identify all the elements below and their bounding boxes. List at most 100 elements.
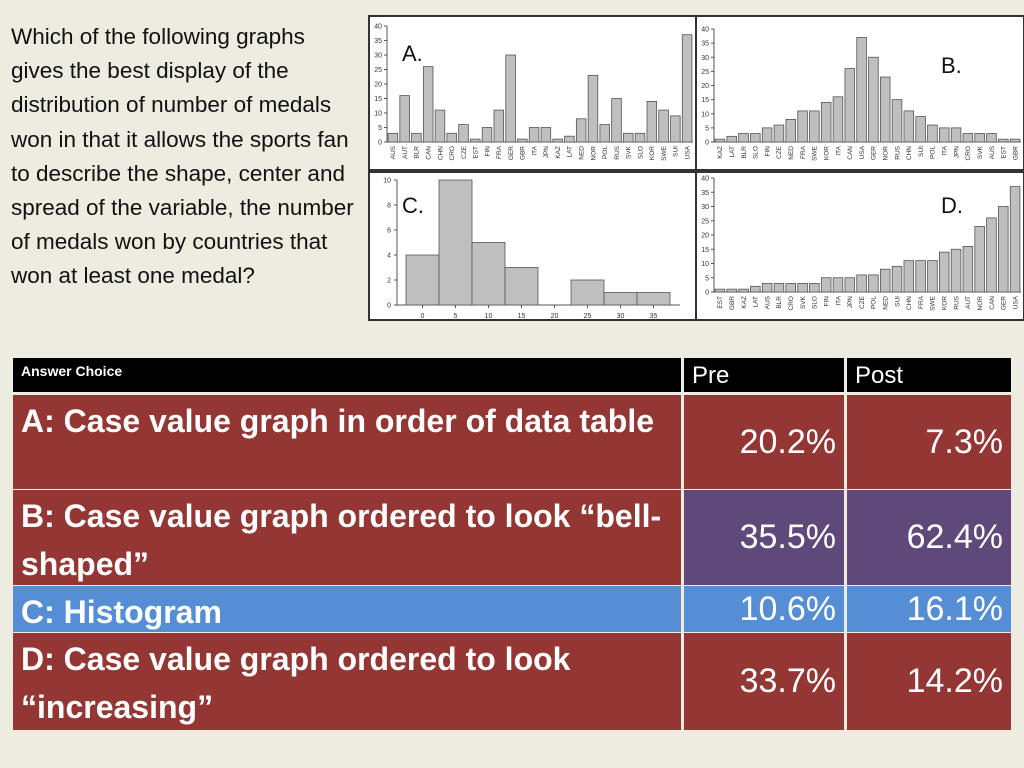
x-tick-label: RUS — [894, 145, 901, 159]
x-tick-label: 25 — [584, 313, 592, 319]
bar — [773, 283, 785, 293]
x-tick-label: FIN — [764, 146, 771, 157]
header-pre-label: Pre — [692, 362, 730, 389]
x-tick-label: CHN — [906, 146, 913, 160]
bar — [950, 127, 962, 143]
bar — [738, 133, 749, 143]
x-tick-label: LAT — [729, 146, 736, 157]
bar — [611, 98, 622, 143]
bar — [493, 109, 505, 143]
x-tick-label: ITA — [942, 145, 949, 155]
bar — [773, 124, 785, 143]
bar — [950, 248, 962, 293]
chart-a-svg: 0 5 10 15 20 25 30 35 40 AUS AUT BLR CAN CHN CRO CZE EST… — [374, 24, 693, 161]
bar — [820, 102, 832, 143]
x-tick-label: FRA — [800, 145, 807, 159]
x-tick-label: GER — [508, 146, 515, 160]
y-tick-label: 30 — [374, 53, 382, 60]
y-tick-label: 40 — [374, 24, 382, 31]
x-tick-label: EST — [473, 146, 480, 159]
x-tick-label: CHN — [906, 296, 913, 310]
x-tick-label: AUS — [989, 145, 996, 159]
bar — [868, 56, 879, 143]
x-tick-label: 30 — [617, 313, 625, 319]
y-tick-label: 10 — [374, 111, 382, 118]
y-tick-label: 10 — [701, 261, 709, 268]
bar — [962, 133, 974, 143]
bar — [750, 285, 761, 293]
x-tick-label: KAZ — [717, 146, 724, 159]
y-tick-label: 20 — [701, 233, 709, 240]
row-a-pre: 20.2% — [684, 395, 844, 489]
bar — [939, 251, 950, 293]
y-tick-label: 0 — [378, 140, 382, 147]
bar — [891, 265, 903, 293]
x-tick-label: CAN — [425, 146, 432, 160]
x-tick-label: SLO — [753, 146, 760, 159]
chart-panel-c: 0 2 4 6 8 10 0 5 10 15 20 25 30 35 C. — [368, 171, 697, 321]
x-tick-label: NOR — [977, 296, 984, 311]
bar — [681, 34, 693, 143]
row-b-choice: B: Case value graph ordered to look “bel… — [13, 490, 681, 585]
header-pre: Pre — [684, 358, 844, 392]
x-tick-label: GER — [1001, 296, 1008, 310]
histogram-bar — [570, 279, 605, 306]
x-tick-label: POL — [871, 296, 878, 309]
y-tick-label: 15 — [701, 97, 709, 104]
x-tick-label: CAN — [989, 296, 996, 310]
bar — [411, 132, 422, 143]
bar — [927, 124, 938, 143]
bar — [820, 277, 832, 293]
x-tick-label: FIN — [823, 296, 830, 307]
x-tick-label: FRA — [496, 145, 503, 159]
row-b-post: 62.4% — [847, 490, 1011, 585]
bar — [470, 138, 481, 143]
bar — [750, 133, 761, 143]
y-tick-label: 10 — [701, 111, 709, 118]
bar — [552, 138, 563, 143]
y-tick-label: 20 — [374, 82, 382, 89]
header-post: Post — [847, 358, 1011, 392]
y-tick-label: 0 — [387, 303, 391, 310]
x-tick-label: SLO — [812, 296, 819, 309]
x-tick-label: BLR — [414, 146, 421, 159]
x-tick-label: NED — [578, 146, 585, 160]
bar — [785, 283, 796, 293]
bar — [387, 132, 399, 143]
bar — [844, 277, 856, 293]
x-tick-label: CRO — [965, 146, 972, 160]
y-tick-label: 35 — [701, 41, 709, 48]
bar — [797, 110, 808, 143]
y-tick-label: 10 — [383, 178, 391, 185]
results-table: Answer Choice Pre Post A: Case value gra… — [13, 358, 1011, 730]
x-tick-label: AUT — [402, 146, 409, 159]
x-tick-label: 0 — [421, 313, 425, 319]
x-tick-label: SWE — [930, 295, 937, 310]
y-tick-label: 25 — [701, 69, 709, 76]
x-tick-label: 35 — [650, 313, 658, 319]
x-tick-label: LAT — [753, 296, 760, 307]
row-d-pre: 33.7% — [684, 633, 844, 730]
y-tick-label: 15 — [374, 96, 382, 103]
y-tick-label: 0 — [705, 140, 709, 147]
histogram-bar — [438, 179, 473, 306]
y-tick-label: 8 — [387, 203, 391, 210]
bar — [646, 101, 658, 143]
row-c-post: 16.1% — [847, 586, 1011, 632]
row-c-choice: C: Histogram — [13, 586, 681, 632]
y-tick-label: 35 — [374, 38, 382, 45]
bar — [998, 138, 1009, 143]
x-tick-label: CHN — [437, 146, 444, 160]
bar — [434, 109, 446, 143]
y-tick-label: 25 — [701, 218, 709, 225]
bar — [761, 127, 773, 143]
y-tick-label: 30 — [701, 55, 709, 62]
x-tick-label: ITA — [835, 145, 842, 155]
bar — [879, 268, 891, 293]
x-tick-label: 15 — [518, 313, 526, 319]
bar — [458, 124, 469, 143]
bar — [1009, 186, 1021, 293]
x-tick-label: 10 — [485, 313, 493, 319]
x-tick-label: AUS — [764, 295, 771, 309]
header-choice-label: Answer Choice — [21, 363, 123, 379]
